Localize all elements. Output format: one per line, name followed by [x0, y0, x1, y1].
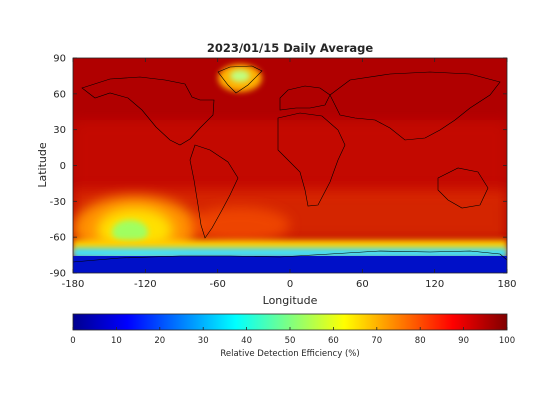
colorbar-tick-label: 0: [70, 336, 75, 346]
heatmap-south-atlantic: [190, 207, 290, 243]
colorbar-tick-label: 60: [328, 336, 339, 346]
heatmap-greenland-core: [230, 70, 250, 82]
x-tick-label: 180: [497, 279, 516, 290]
x-tick-label: 0: [287, 279, 293, 290]
coast-greenland: [217, 65, 263, 94]
coast-africa: [277, 112, 346, 207]
colorbar-ticks: 0 10 20 30 40 50 60 70 80 90 100: [70, 327, 515, 346]
coast-europe: [279, 85, 331, 111]
y-tick-label: 0: [60, 161, 66, 172]
colorbar-tick-label: 20: [154, 336, 165, 346]
x-axis-label: Longitude: [263, 294, 318, 307]
x-axis-ticks: -180 -120 -60 0 60 120 180: [62, 58, 517, 290]
y-axis-ticks: 90 60 30 0 -30 -60 -90: [50, 54, 507, 280]
heatmap-antarctic-blue: [73, 256, 507, 273]
y-axis-label: Latitude: [36, 142, 49, 188]
colorbar-tick-label: 100: [499, 336, 515, 346]
x-tick-label: -180: [62, 279, 85, 290]
heatmap-tropical-band: [73, 120, 507, 200]
y-tick-label: -90: [50, 269, 66, 280]
y-tick-label: 90: [53, 54, 66, 65]
colorbar-tick-label: 70: [371, 336, 382, 346]
y-tick-label: 60: [53, 89, 66, 100]
colorbar-label: Relative Detection Efficiency (%): [220, 349, 359, 359]
coast-south-america: [189, 144, 239, 239]
colorbar-tick-label: 90: [458, 336, 469, 346]
colorbar-tick-label: 30: [198, 336, 209, 346]
colorbar-tick-label: 50: [285, 336, 296, 346]
heatmap-field: [73, 58, 507, 273]
coast-asia: [329, 71, 501, 141]
heatmap-south-pacific-core: [112, 220, 148, 244]
coast-antarctica: [73, 250, 507, 263]
colorbar-tick-label: 40: [241, 336, 252, 346]
coast-australia: [437, 167, 489, 209]
heatmap-antarctic-cyan: [73, 248, 507, 258]
chart-title: 2023/01/15 Daily Average: [207, 41, 374, 55]
coastlines: [73, 65, 507, 263]
y-tick-label: 30: [53, 125, 66, 136]
y-tick-label: -30: [50, 197, 66, 208]
y-tick-label: -60: [50, 233, 66, 244]
x-tick-label: 120: [425, 279, 444, 290]
coast-north-america: [81, 76, 215, 146]
x-tick-label: -120: [134, 279, 157, 290]
x-tick-label: -60: [209, 279, 225, 290]
colorbar-tick-label: 10: [111, 336, 122, 346]
x-tick-label: 60: [356, 279, 369, 290]
colorbar-tick-label: 80: [415, 336, 426, 346]
